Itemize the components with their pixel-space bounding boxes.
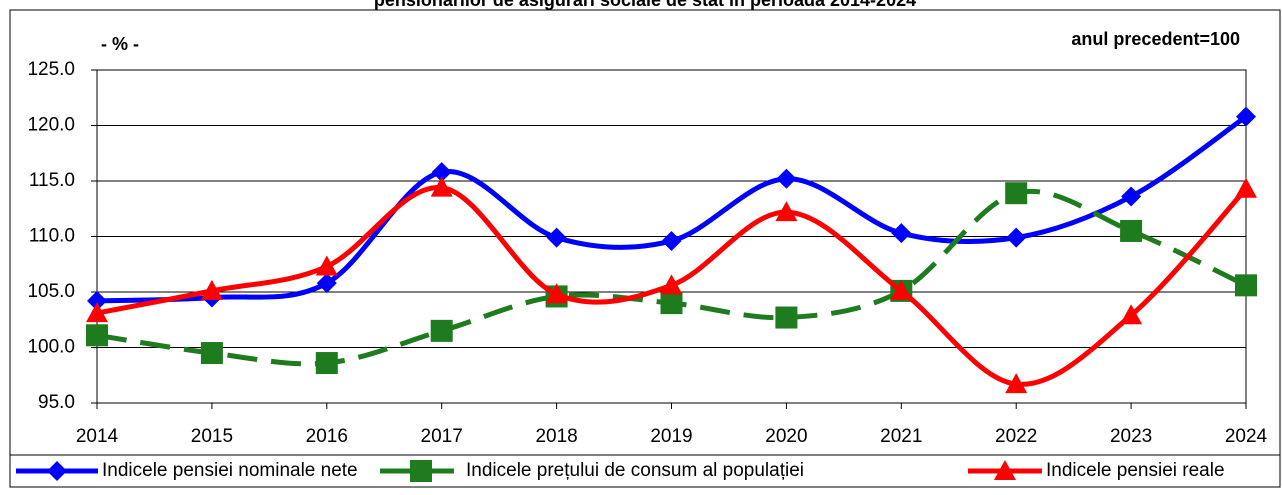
y-tick-label: 110.0 xyxy=(29,226,75,247)
y-tick-label: 105.0 xyxy=(27,281,75,302)
x-tick-label: 2019 xyxy=(650,426,692,447)
square-marker xyxy=(86,324,108,347)
square-marker xyxy=(410,460,432,482)
square-marker xyxy=(1005,182,1028,205)
base-note: anul precedent=100 xyxy=(1071,29,1240,49)
diamond-marker xyxy=(316,273,337,294)
diamond-marker xyxy=(546,227,567,248)
diamond-marker xyxy=(1236,106,1256,127)
x-tick-label: 2023 xyxy=(1110,426,1152,447)
triangle-marker xyxy=(200,279,223,300)
square-marker xyxy=(315,352,338,375)
diamond-marker xyxy=(1006,227,1027,248)
x-tick-label: 2022 xyxy=(995,426,1037,447)
diamond-marker xyxy=(776,168,797,189)
square-marker xyxy=(1120,219,1143,242)
chart-frame xyxy=(9,9,1281,456)
chart-title: pensionarilor de asigurări sociale de st… xyxy=(374,0,916,10)
diamond-marker xyxy=(431,162,452,183)
legend-frame xyxy=(9,454,1281,488)
triangle-marker xyxy=(1005,373,1028,394)
unit-label: - % - xyxy=(101,34,139,54)
legend-label: Indicele prețului de consum al populație… xyxy=(466,460,804,481)
diamond-marker xyxy=(47,461,67,481)
square-marker xyxy=(775,306,798,329)
x-tick-label: 2024 xyxy=(1225,426,1268,447)
diamond-marker xyxy=(661,230,682,251)
legend-label: Indicele pensiei nominale nete xyxy=(102,460,358,481)
y-tick-label: 95.0 xyxy=(38,392,75,413)
x-tick-label: 2016 xyxy=(306,426,348,447)
x-tick-label: 2021 xyxy=(880,426,922,447)
triangle-marker xyxy=(994,460,1016,480)
triangle-marker xyxy=(775,201,798,222)
x-tick-label: 2020 xyxy=(765,426,807,447)
triangle-marker xyxy=(545,283,568,304)
triangle-marker xyxy=(1120,304,1143,325)
legend-label: Indicele pensiei reale xyxy=(1046,460,1225,481)
triangle-marker xyxy=(660,274,683,295)
x-tick-label: 2018 xyxy=(535,426,577,447)
triangle-marker xyxy=(890,279,913,300)
square-marker xyxy=(430,319,453,342)
triangle-marker xyxy=(1235,177,1257,198)
diamond-marker xyxy=(87,290,107,311)
square-marker xyxy=(660,292,683,315)
triangle-marker xyxy=(315,255,338,276)
x-tick-label: 2015 xyxy=(191,426,233,447)
diamond-marker xyxy=(891,223,912,244)
x-tick-label: 2014 xyxy=(76,426,119,447)
square-marker xyxy=(1235,274,1257,297)
diamond-marker xyxy=(1121,186,1142,207)
square-marker xyxy=(200,342,223,365)
y-tick-label: 100.0 xyxy=(27,337,75,358)
triangle-marker xyxy=(430,176,453,197)
triangle-marker xyxy=(86,302,108,323)
y-tick-label: 125.0 xyxy=(27,59,75,80)
series-line xyxy=(96,114,1248,304)
x-tick-label: 2017 xyxy=(421,426,463,447)
y-tick-label: 115.0 xyxy=(29,170,75,191)
y-tick-label: 120.0 xyxy=(27,115,75,136)
